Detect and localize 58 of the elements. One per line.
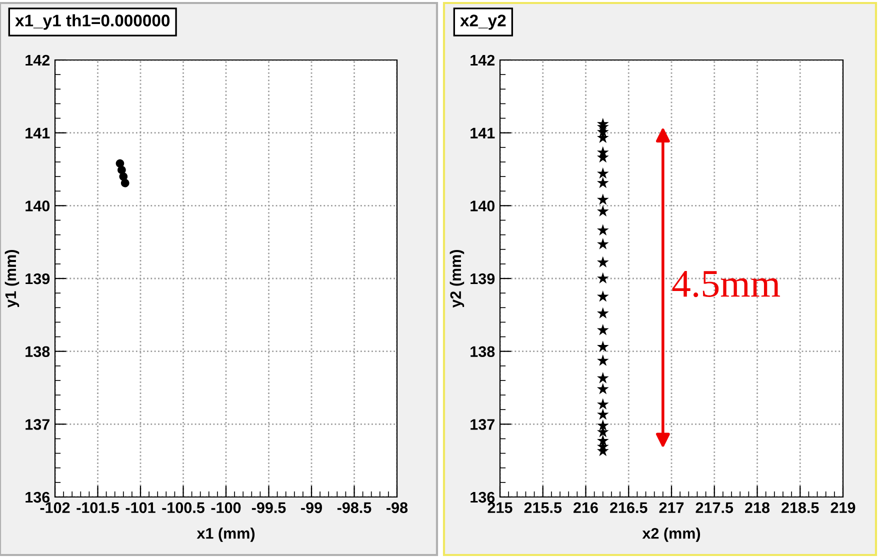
chart-title: x2_y2 xyxy=(460,14,506,30)
point xyxy=(596,307,609,319)
point xyxy=(596,176,609,188)
y-tick-label: 141 xyxy=(26,128,50,138)
x-tick-label: -99 xyxy=(301,502,322,514)
x-tick-label: 216.5 xyxy=(610,502,648,514)
x-tick-label: 215 xyxy=(488,502,512,514)
x-axis-title: x2 (mm) xyxy=(642,528,700,542)
point xyxy=(596,340,609,352)
point xyxy=(596,382,609,394)
y-tick-label: 140 xyxy=(470,200,495,212)
x-tick-label: -101.5 xyxy=(76,502,119,514)
y-tick-label: 139 xyxy=(26,273,50,284)
x-tick-label: 218 xyxy=(745,502,770,514)
point xyxy=(596,224,609,236)
point xyxy=(596,167,609,179)
x-tick-label: -98.5 xyxy=(337,502,372,514)
y-tick-label: 138 xyxy=(26,346,50,358)
x-tick-label: 217 xyxy=(659,502,684,513)
y-tick-label: 140 xyxy=(26,200,50,212)
x-tick-label: 216 xyxy=(574,502,598,514)
x-tick-label: 217.5 xyxy=(696,502,734,514)
y-tick-label: 141 xyxy=(470,128,495,138)
y-axis-title: y1 (mm) xyxy=(4,250,20,308)
y-tick-label: 138 xyxy=(470,346,495,358)
x-tick-label: 219 xyxy=(830,502,856,514)
point xyxy=(596,408,609,420)
y-axis-title: y2 (mm) xyxy=(450,250,464,308)
x-tick-label: -100 xyxy=(211,502,241,514)
x-tick-label: -98 xyxy=(386,502,408,514)
y-tick-label: 139 xyxy=(470,273,495,284)
x-tick-label: -102 xyxy=(40,502,70,514)
x-tick-label: 218.5 xyxy=(782,502,819,514)
x-tick-label: -100.5 xyxy=(162,502,204,514)
point xyxy=(596,205,609,217)
point xyxy=(596,272,609,284)
point xyxy=(596,354,609,366)
point xyxy=(596,290,609,302)
annotation: 4.5mm xyxy=(672,270,780,298)
point xyxy=(596,372,609,384)
point xyxy=(120,178,130,188)
point xyxy=(596,238,609,250)
y-tick-label: 142 xyxy=(26,54,50,66)
point xyxy=(596,256,609,268)
x-tick-label: -101 xyxy=(126,502,156,514)
point xyxy=(596,194,609,205)
point xyxy=(596,398,609,410)
chart-title: x1_y1 th1=0.000000 xyxy=(15,14,170,30)
y-tick-label: 136 xyxy=(470,492,495,503)
x-tick-label: 215.5 xyxy=(524,502,562,514)
x-axis-title: x1 (mm) xyxy=(196,528,255,542)
y-tick-label: 137 xyxy=(26,419,50,430)
y-tick-label: 142 xyxy=(470,54,495,66)
y-tick-label: 136 xyxy=(26,492,50,503)
x-tick-label: -99.5 xyxy=(252,502,286,514)
y-tick-label: 137 xyxy=(470,419,494,430)
point xyxy=(596,419,609,431)
point xyxy=(596,324,609,336)
